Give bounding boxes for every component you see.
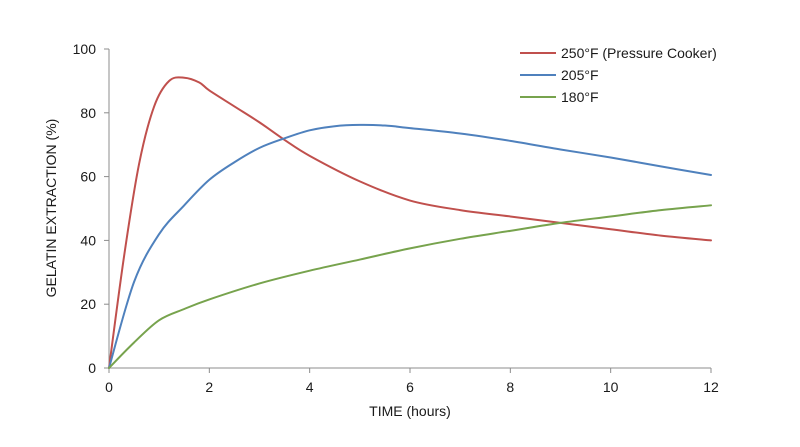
y-tick-label: 40 [80,232,96,248]
y-axis-title: GELATIN EXTRACTION (%) [43,119,59,298]
series-line-3 [108,204,712,369]
legend: 250°F (Pressure Cooker) 205°F 180°F [520,45,717,105]
series-line-2 [108,123,712,369]
legend-label: 205°F [561,67,599,83]
y-tick-label: 100 [73,41,97,57]
x-tick-label: 0 [105,379,113,395]
legend-entry-1: 250°F (Pressure Cooker) [520,45,717,61]
axes [108,49,711,369]
series-line-1 [108,76,712,369]
legend-label: 180°F [561,89,599,105]
series-layer [108,76,712,369]
legend-entry-3: 180°F [520,89,599,105]
x-tick-label: 2 [205,379,213,395]
y-axis-ticks: 0 20 40 60 80 100 [73,41,109,376]
x-tick-label: 12 [703,379,719,395]
y-tick-label: 20 [80,296,96,312]
x-tick-label: 6 [406,379,414,395]
x-tick-label: 4 [306,379,314,395]
y-tick-label: 60 [80,169,96,185]
y-tick-label: 80 [80,105,96,121]
x-axis-title: TIME (hours) [369,403,451,419]
legend-label: 250°F (Pressure Cooker) [561,45,717,61]
x-tick-label: 8 [506,379,514,395]
legend-entry-2: 205°F [520,67,599,83]
y-tick-label: 0 [88,360,96,376]
x-tick-label: 10 [603,379,619,395]
x-axis-ticks: 0 2 4 6 8 10 12 [105,368,719,395]
